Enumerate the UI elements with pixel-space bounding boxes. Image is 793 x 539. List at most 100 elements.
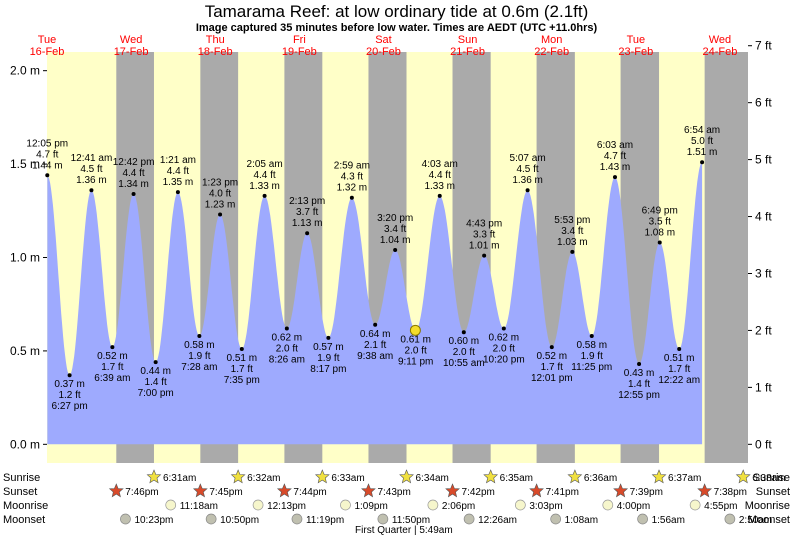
day-date: 22-Feb: [534, 46, 569, 58]
moonset-icon: [377, 513, 389, 525]
tide-height-m: 0.37 m: [54, 379, 85, 390]
tide-point: [482, 253, 487, 258]
tide-height-m: 0.52 m: [97, 351, 128, 362]
row-label-left-sunrise: Sunrise: [3, 472, 40, 484]
sunset-time: 7:41pm: [546, 487, 579, 498]
row-label-right-moonrise: Moonrise: [745, 500, 790, 512]
y-tick-label-ft: 0 ft: [755, 437, 772, 451]
tide-time: 10:20 pm: [483, 354, 525, 365]
moonrise-icon: [427, 499, 439, 511]
tide-point: [700, 160, 705, 165]
moonrise-icon: [165, 499, 177, 511]
tide-labels: 12:05 pm4.7 ft1.44 m0.37 m1.2 ft6:27 pm1…: [26, 125, 720, 412]
tide-point: [437, 193, 442, 198]
sunset-time: 7:44pm: [293, 487, 326, 498]
tide-time: 6:27 pm: [52, 401, 88, 412]
moonrise-icon: [602, 499, 614, 511]
tide-height-m: 1.36 m: [512, 175, 543, 186]
moonset-time: 1:08am: [565, 515, 598, 526]
tide-time: 11:25 pm: [571, 362, 612, 373]
tide-time: 2:05 am: [247, 159, 283, 170]
tide-height-m: 0.64 m: [360, 329, 391, 340]
tide-height-m: 1.03 m: [557, 237, 588, 248]
tide-time: 5:07 am: [510, 153, 546, 164]
row-label-right-sunset: Sunset: [756, 486, 790, 498]
moonset-icon: [724, 513, 736, 525]
moonrise-time: 12:13pm: [267, 501, 306, 512]
moonset-time: 10:23pm: [134, 515, 173, 526]
sunset-icon: [613, 483, 629, 498]
tide-point: [657, 240, 662, 245]
sunrise-icon: [735, 469, 751, 484]
tide-height-m: 1.08 m: [644, 228, 675, 239]
day-name: Fri: [293, 34, 306, 46]
tide-height-m: 1.35 m: [163, 177, 194, 188]
sunrise-icon: [651, 469, 667, 484]
day-name: Wed: [709, 34, 731, 46]
tide-height-m: 0.52 m: [537, 351, 568, 362]
moonrise-time: 3:03pm: [529, 501, 562, 512]
axes: 0.0 m 0.5 m 1.0 m 1.5 m 2.0 m 0 ft 1 ft 2 ft 3 f…: [10, 34, 772, 451]
tide-height-ft: 5.0 ft: [691, 136, 713, 147]
tide-height-ft: 1.4 ft: [628, 379, 650, 390]
tide-point: [175, 190, 180, 195]
day-date: 17-Feb: [114, 46, 149, 58]
tide-height-ft: 4.7 ft: [36, 149, 58, 160]
day-name: Thu: [206, 34, 225, 46]
tide-height-ft: 3.4 ft: [384, 224, 406, 235]
tide-time: 5:53 pm: [554, 215, 590, 226]
sunset-icon: [361, 483, 376, 498]
moonset-icon: [120, 513, 131, 525]
tide-height-m: 0.44 m: [140, 366, 171, 377]
tide-time: 12:55 pm: [618, 390, 660, 401]
tide-height-m: 1.33 m: [424, 181, 455, 192]
tide-time: 12:42 pm: [113, 157, 155, 168]
y-tick-label-ft: 2 ft: [755, 323, 772, 337]
tide-height-m: 1.51 m: [687, 147, 718, 158]
row-label-right-sunrise: Sunrise: [753, 472, 790, 484]
tide-point: [218, 212, 223, 217]
moonrise-time: 2:06pm: [442, 501, 475, 512]
day-date: 21-Feb: [450, 46, 485, 58]
tide-height-ft: 1.4 ft: [145, 377, 167, 388]
day-date: 23-Feb: [618, 46, 653, 58]
day-name: Mon: [541, 34, 562, 46]
tide-point: [305, 231, 310, 236]
sunset-icon: [529, 483, 544, 498]
tide-height-ft: 4.7 ft: [604, 151, 626, 162]
y-tick-label-ft: 4 ft: [755, 210, 772, 224]
sunset-time: 7:45pm: [209, 487, 242, 498]
tide-time: 4:43 pm: [466, 219, 502, 230]
day-name: Tue: [38, 34, 57, 46]
tide-point: [549, 345, 554, 350]
tide-area: [47, 162, 703, 445]
tide-point: [570, 249, 575, 254]
tide-time: 4:03 am: [422, 159, 458, 170]
moonset-time: 12:26am: [478, 515, 517, 526]
tide-time: 6:39 am: [94, 373, 130, 384]
day-name: Wed: [120, 34, 142, 46]
sunrise-icon: [314, 469, 330, 484]
day-name: Sun: [458, 34, 478, 46]
y-tick-label-m: 0.5 m: [10, 344, 40, 358]
tide-height-m: 0.51 m: [664, 353, 695, 364]
tide-point: [612, 175, 617, 180]
sunrise-icon: [399, 469, 414, 484]
tide-point: [131, 191, 136, 196]
moonset-time: 1:56am: [652, 515, 685, 526]
tide-point: [501, 326, 506, 331]
tide-point: [262, 193, 267, 198]
y-tick-label-m: 1.5 m: [10, 157, 40, 171]
moonset-time: 10:50pm: [220, 515, 259, 526]
sunset-time: 7:46pm: [125, 487, 158, 498]
tide-time: 6:49 pm: [642, 206, 678, 217]
tide-time: 6:54 am: [684, 125, 720, 136]
sunset-time: 7:43pm: [377, 487, 410, 498]
tide-point: [393, 248, 398, 253]
sunrise-icon: [146, 469, 162, 484]
tide-height-ft: 4.4 ft: [429, 170, 451, 181]
tide-height-m: 0.58 m: [576, 340, 607, 351]
tide-time: 12:41 am: [71, 153, 113, 164]
y-tick-label-m: 2.0 m: [10, 64, 40, 78]
sunrise-time: 6:34am: [416, 473, 449, 484]
